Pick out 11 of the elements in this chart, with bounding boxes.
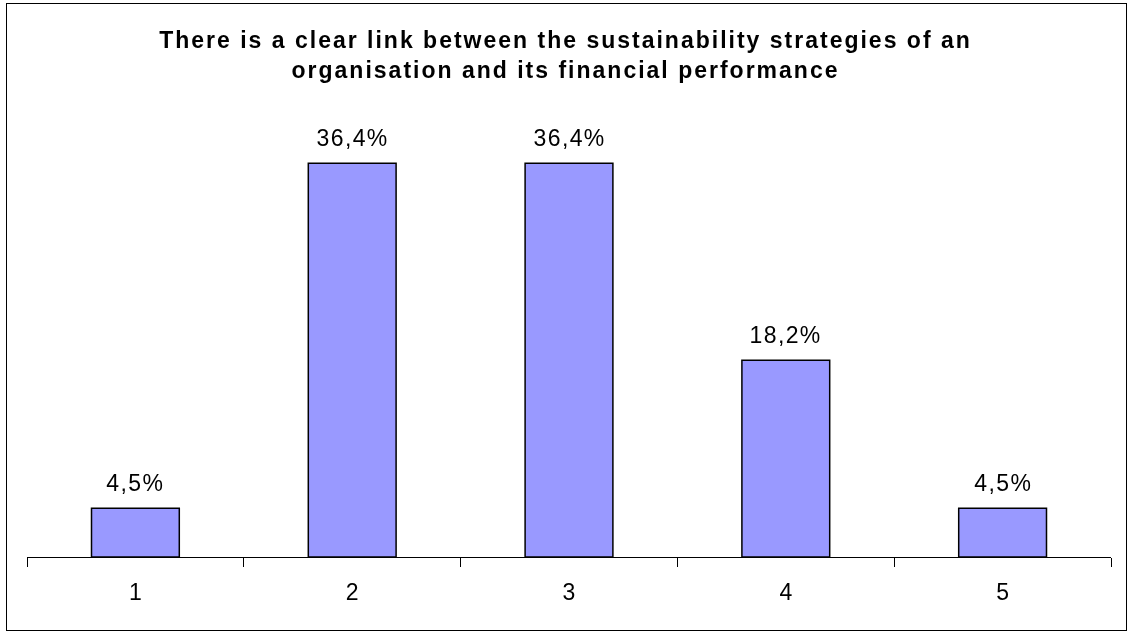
data-label: 36,4% (533, 125, 606, 151)
chart-title: There is a clear link between the sustainability strategies of an organisation and its financial performance (159, 27, 972, 83)
x-tick-label: 1 (129, 578, 142, 605)
data-label: 4,5% (106, 470, 165, 496)
x-tick-label: 2 (345, 578, 359, 605)
x-tick-label: 4 (779, 578, 793, 605)
data-label: 4,5% (974, 470, 1033, 496)
data-label: 36,4% (316, 125, 389, 151)
x-tick-label: 5 (996, 578, 1009, 605)
x-tick-label: 3 (562, 578, 576, 605)
data-label: 18,2% (749, 322, 822, 348)
